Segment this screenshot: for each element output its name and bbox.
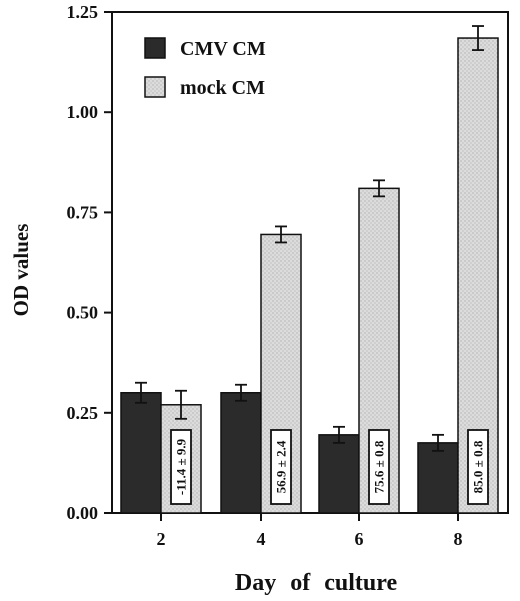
- x-tick-label: 6: [355, 529, 364, 549]
- y-tick-label: 0.75: [67, 202, 99, 222]
- x-tick-label: 4: [257, 529, 266, 549]
- legend-label-cmv-cm: CMV CM: [180, 38, 266, 60]
- annotation-label: 75.6 ± 0.8: [372, 440, 387, 493]
- legend-swatch-mock-cm: [144, 76, 166, 98]
- y-tick-label: 0.50: [67, 303, 99, 323]
- plot-frame: [111, 11, 509, 514]
- y-tick-label: 0.00: [67, 503, 99, 523]
- x-axis-title: Day of culture: [235, 570, 398, 596]
- bar-cmv-cm: [318, 434, 360, 514]
- annotation-box: [467, 429, 489, 505]
- y-tick-label: 1.00: [67, 102, 99, 122]
- legend-swatch-cmv-cm: [144, 37, 166, 59]
- y-tick-label: 0.25: [67, 403, 99, 423]
- annotation-label: -11.4 ± 9.9: [174, 438, 189, 495]
- x-tick-label: 2: [157, 529, 166, 549]
- bar-cmv-cm: [120, 392, 162, 514]
- x-tick-label: 8: [454, 529, 463, 549]
- annotation-label: 56.9 ± 2.4: [274, 440, 289, 493]
- annotation-box: [170, 429, 192, 505]
- bar-cmv-cm: [220, 392, 262, 514]
- legend-label-mock-cm: mock CM: [180, 77, 265, 99]
- annotation-label: 85.0 ± 0.8: [471, 440, 486, 493]
- annotation-box: [368, 429, 390, 505]
- y-tick-label: 1.25: [67, 2, 99, 22]
- annotation-box: [270, 429, 292, 505]
- bar-cmv-cm: [417, 442, 459, 514]
- y-axis-title: OD values: [9, 224, 33, 317]
